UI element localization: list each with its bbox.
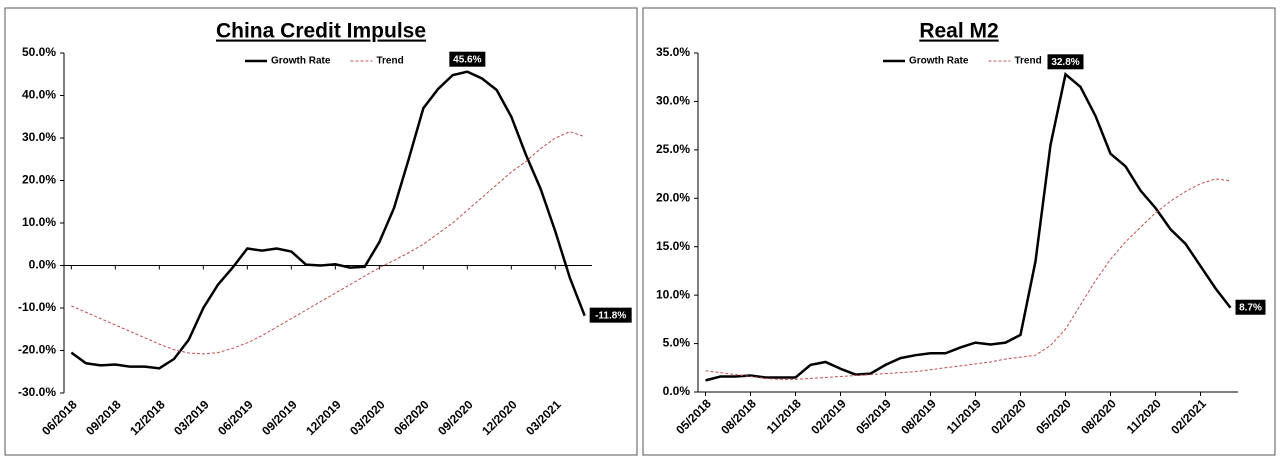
chart-title: China Credit Impulse xyxy=(216,20,426,43)
x-tick-label: 11/2018 xyxy=(764,396,804,436)
y-tick-label: -30.0% xyxy=(18,385,56,399)
value-label-box xyxy=(449,51,486,67)
legend-label: Trend xyxy=(376,56,403,67)
legend-label: Growth Rate xyxy=(909,56,969,67)
x-tick-label: 09/2018 xyxy=(83,397,124,438)
y-tick-label: 30.0% xyxy=(22,130,56,144)
x-tick-label: 08/2020 xyxy=(1078,396,1119,437)
y-tick-label: 25.0% xyxy=(656,142,690,156)
x-tick-label: 11/2019 xyxy=(944,396,984,436)
x-tick-label: 09/2019 xyxy=(259,397,300,438)
x-tick-label: 08/2019 xyxy=(898,396,939,437)
series-line xyxy=(705,72,1232,382)
x-tick-label: 08/2018 xyxy=(718,396,759,437)
series-line xyxy=(70,70,586,370)
y-tick-label: 0.0% xyxy=(663,384,691,398)
legend-label: Growth Rate xyxy=(271,56,331,67)
x-tick-label: 02/2019 xyxy=(808,396,849,437)
y-tick-label: 15.0% xyxy=(656,239,690,253)
panel-frame xyxy=(4,7,638,456)
x-tick-label: 06/2020 xyxy=(391,397,432,438)
y-tick-label: -10.0% xyxy=(18,300,56,314)
y-tick-label: 10.0% xyxy=(22,215,56,229)
y-tick-label: 10.0% xyxy=(656,287,690,301)
value-label: -11.8% xyxy=(595,310,626,321)
x-tick-label: 12/2018 xyxy=(127,397,168,438)
chart-title: Real M2 xyxy=(919,20,998,43)
x-tick-label: 12/2019 xyxy=(303,397,344,438)
x-tick-label: 11/2020 xyxy=(1124,396,1164,436)
series-line xyxy=(705,178,1231,380)
y-tick-label: 20.0% xyxy=(656,190,690,204)
legend-label: Trend xyxy=(1014,56,1041,67)
y-tick-label: 20.0% xyxy=(22,173,56,187)
x-tick-label: 05/2020 xyxy=(1033,396,1074,437)
x-tick-label: 12/2020 xyxy=(479,397,520,438)
y-tick-label: -20.0% xyxy=(18,343,56,357)
value-label: 45.6% xyxy=(453,54,481,65)
y-tick-label: 40.0% xyxy=(22,88,56,102)
x-tick-label: 02/2020 xyxy=(988,396,1029,437)
x-tick-label: 05/2019 xyxy=(853,396,894,437)
x-tick-label: 06/2018 xyxy=(39,397,80,438)
y-tick-label: 5.0% xyxy=(663,336,691,350)
y-tick-label: 0.0% xyxy=(29,258,57,272)
x-tick-label: 06/2019 xyxy=(215,397,256,438)
x-tick-label: 03/2021 xyxy=(523,397,564,438)
x-tick-label: 03/2020 xyxy=(347,397,388,438)
y-tick-label: 30.0% xyxy=(656,94,690,108)
x-tick-label: 05/2018 xyxy=(673,396,714,437)
x-tick-label: 03/2019 xyxy=(171,397,212,438)
value-label-box xyxy=(589,307,632,323)
value-label: 8.7% xyxy=(1239,302,1262,313)
value-label-box xyxy=(1047,54,1084,70)
x-tick-label: 09/2020 xyxy=(435,397,476,438)
x-tick-label: 02/2021 xyxy=(1168,396,1209,437)
value-label: 32.8% xyxy=(1051,57,1079,68)
y-tick-label: 50.0% xyxy=(22,45,56,59)
value-label-box xyxy=(1235,299,1266,315)
panel-frame xyxy=(642,7,1276,456)
series-line xyxy=(71,131,585,355)
y-tick-label: 35.0% xyxy=(656,45,690,59)
